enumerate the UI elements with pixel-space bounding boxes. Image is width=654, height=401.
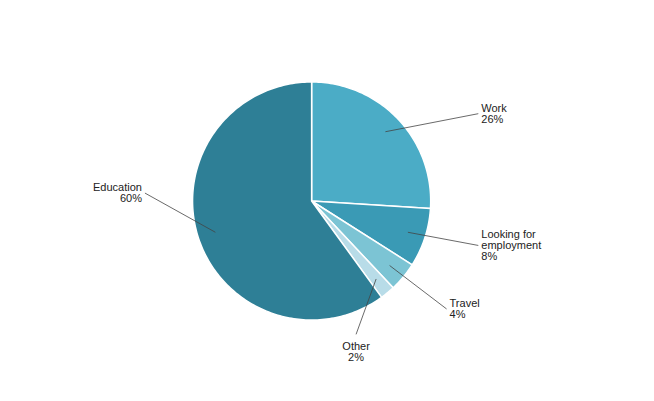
svg-text:Work26%: Work26% (481, 102, 507, 125)
svg-text:Education60%: Education60% (93, 181, 142, 204)
svg-text:Looking foremployment8%: Looking foremployment8% (481, 228, 541, 262)
svg-text:Other2%: Other2% (342, 340, 370, 363)
svg-text:Travel4%: Travel4% (450, 297, 480, 320)
